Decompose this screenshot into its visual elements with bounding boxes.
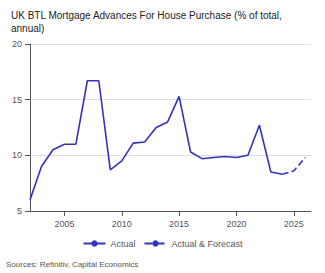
svg-text:2020: 2020 — [226, 219, 246, 229]
svg-text:2005: 2005 — [54, 219, 74, 229]
svg-text:Actual: Actual — [110, 239, 135, 249]
svg-text:2010: 2010 — [112, 219, 132, 229]
svg-text:2025: 2025 — [284, 219, 304, 229]
svg-text:UK BTL Mortgage Advances For H: UK BTL Mortgage Advances For House Purch… — [11, 10, 282, 21]
svg-text:Sources: Refinitiv, Capital Ec: Sources: Refinitiv, Capital Economics — [6, 260, 138, 269]
svg-text:Actual & Forecast: Actual & Forecast — [171, 239, 243, 249]
svg-text:2015: 2015 — [169, 219, 189, 229]
svg-text:10: 10 — [12, 150, 22, 160]
svg-text:20: 20 — [12, 39, 22, 49]
svg-text:15: 15 — [12, 95, 22, 105]
svg-text:5: 5 — [17, 206, 22, 216]
svg-text:annual): annual) — [11, 23, 44, 34]
